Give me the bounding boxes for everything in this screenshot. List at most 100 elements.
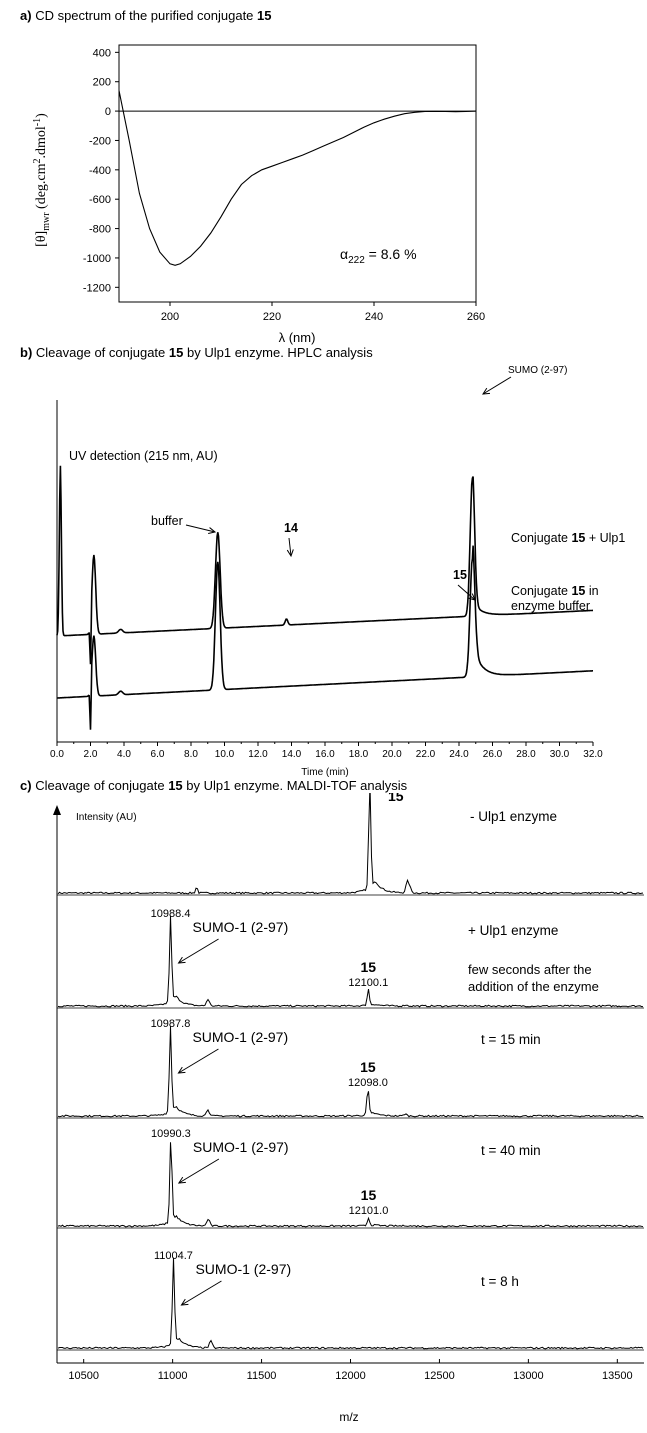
maldi-sumo-arrow — [181, 1280, 222, 1306]
maldi-peak-mass-label: 12101.0 — [349, 1205, 389, 1217]
maldi-note-2: addition of the enzyme — [468, 979, 599, 994]
maldi-note-1: few seconds after the — [468, 962, 592, 977]
panel-b-title-post: by Ulp1 enzyme. HPLC analysis — [187, 345, 373, 360]
maldi-peak-mass-label: 10987.8 — [151, 1018, 191, 1030]
hplc-xtick-label: 32.0 — [583, 749, 603, 760]
hplc-xtick-label: 16.0 — [315, 749, 335, 760]
cd-ytick-label: 200 — [93, 77, 111, 89]
hplc-trace1-label: Conjugate 15 + Ulp1 — [511, 531, 625, 545]
hplc-xtick-label: 18.0 — [349, 749, 369, 760]
maldi-peak-name-label: 15 — [388, 793, 404, 804]
hplc-xtick-label: 8.0 — [184, 749, 198, 760]
hplc-xtick-label: 14.0 — [282, 749, 302, 760]
hplc-trace2-label: Conjugate 15 in — [511, 584, 599, 598]
cd-xlabel: λ (nm) — [279, 330, 316, 345]
hplc-sumo-arrow-head — [482, 387, 491, 395]
maldi-condition-label: t = 15 min — [481, 1032, 541, 1047]
hplc-chart: UV detection (215 nm, AU) Time (min) SUM… — [50, 365, 625, 778]
maldi-sumo-label: SUMO-1 (2-97) — [193, 1139, 289, 1155]
maldi-sumo-arrow — [178, 938, 219, 964]
hplc-peak-14-arrow — [288, 537, 292, 557]
hplc-peak-15-arrow-head — [468, 593, 476, 601]
cd-xtick-label: 220 — [263, 311, 281, 323]
maldi-sumo-label: SUMO-1 (2-97) — [192, 1029, 288, 1045]
cd-ytick-label: -800 — [89, 224, 111, 236]
hplc-sumo-label: SUMO (2-97) — [508, 365, 567, 376]
maldi-sumo-arrow-head — [177, 1176, 186, 1184]
panel-a-title-bold: 15 — [257, 8, 272, 23]
cd-ytick-label: -1200 — [83, 282, 111, 294]
hplc-xtick-label: 30.0 — [550, 749, 570, 760]
panel-b-title-pre: Cleavage of conjugate — [35, 345, 166, 360]
hplc-trace2-label-line2: enzyme buffer — [511, 599, 590, 613]
panel-c-title-bold: 15 — [168, 778, 183, 793]
maldi-sumo-arrow-head — [177, 956, 186, 964]
panel-a-letter: a) — [20, 8, 32, 23]
maldi-sumo-arrow — [178, 1158, 220, 1184]
cd-ylabel: [θ]mwr (deg.cm2.dmol-1) — [32, 113, 52, 247]
panel-c-letter: c) — [20, 778, 32, 793]
hplc-xtick-label: 10.0 — [215, 749, 235, 760]
maldi-sumo-label: SUMO-1 (2-97) — [193, 919, 289, 935]
cd-ytick-label: -400 — [89, 165, 111, 177]
hplc-xtick-label: 28.0 — [516, 749, 536, 760]
maldi-xtick-label: 10500 — [68, 1370, 99, 1382]
maldi-xtick-label: 11000 — [158, 1370, 188, 1382]
hplc-xtick-label: 12.0 — [248, 749, 268, 760]
panel-b-letter: b) — [20, 345, 33, 360]
cd-plot-frame — [118, 44, 477, 303]
maldi-chart: Intensity (AU) m/z few seconds after the… — [53, 793, 644, 1424]
maldi-peak-mass-label: 10988.4 — [151, 908, 191, 920]
maldi-spectrum-trace — [57, 1026, 644, 1118]
cd-xtick-label: 240 — [365, 311, 383, 323]
maldi-spectrum-trace — [57, 793, 644, 895]
maldi-xtick-label: 12000 — [335, 1370, 366, 1382]
hplc-xtick-label: 0.0 — [50, 749, 64, 760]
maldi-spectrum-trace — [57, 1142, 644, 1228]
maldi-peak-name-label: 15 — [361, 1187, 377, 1203]
hplc-xtick-label: 22.0 — [416, 749, 436, 760]
maldi-xtick-label: 13000 — [513, 1370, 544, 1382]
maldi-condition-label: t = 40 min — [481, 1143, 541, 1158]
maldi-xtick-label: 11500 — [247, 1370, 277, 1382]
maldi-peak-mass-label: 12100.1 — [348, 977, 388, 989]
panel-a-title-text: CD spectrum of the purified conjugate — [35, 8, 254, 23]
hplc-xtick-label: 2.0 — [84, 749, 98, 760]
panel-a-title: a) CD spectrum of the purified conjugate… — [20, 8, 272, 23]
hplc-peak-15-arrow — [457, 584, 476, 601]
panel-c-title-pre: Cleavage of conjugate — [35, 778, 165, 793]
hplc-buffer-arrow — [185, 524, 216, 533]
cd-alpha-annotation: α222 = 8.6 % — [340, 246, 417, 266]
maldi-peak-name-label: 15 — [361, 959, 377, 975]
maldi-peak-mass-label: 11004.7 — [154, 1250, 193, 1262]
maldi-condition-label: - Ulp1 enzyme — [470, 809, 557, 824]
maldi-xtick-label: 12500 — [424, 1370, 455, 1382]
maldi-sumo-arrow-head — [177, 1066, 186, 1074]
hplc-xtick-label: 24.0 — [449, 749, 469, 760]
cd-ytick-label: 400 — [93, 47, 111, 59]
maldi-xlabel: m/z — [339, 1410, 358, 1424]
hplc-buffer-label: buffer — [151, 514, 183, 528]
hplc-sumo-arrow — [482, 376, 512, 395]
hplc-xtick-label: 4.0 — [117, 749, 131, 760]
hplc-peak-15-label: 15 — [453, 568, 467, 582]
cd-ytick-label: -200 — [89, 135, 111, 147]
maldi-sumo-arrow — [178, 1048, 219, 1074]
maldi-condition-label: + Ulp1 enzyme — [468, 923, 558, 938]
hplc-trace-buffer — [57, 545, 593, 730]
maldi-peak-mass-label: 12098.0 — [348, 1077, 388, 1089]
maldi-peak-name-label: 15 — [360, 1059, 376, 1075]
maldi-y-axis-arrow — [53, 805, 61, 815]
panel-b-title: b) Cleavage of conjugate 15 by Ulp1 enzy… — [20, 345, 373, 360]
hplc-xtick-label: 6.0 — [151, 749, 165, 760]
maldi-peak-mass-label: 10990.3 — [151, 1128, 191, 1140]
hplc-detector-label: UV detection (215 nm, AU) — [69, 449, 218, 463]
hplc-trace-ulp1 — [56, 465, 593, 665]
cd-xtick-label: 260 — [467, 311, 485, 323]
panel-c-title: c) Cleavage of conjugate 15 by Ulp1 enzy… — [20, 778, 407, 793]
maldi-sumo-label: SUMO-1 (2-97) — [195, 1261, 291, 1277]
maldi-ylabel: Intensity (AU) — [76, 812, 137, 823]
hplc-peak-14-label: 14 — [284, 521, 298, 535]
maldi-condition-label: t = 8 h — [481, 1274, 519, 1289]
hplc-xlabel: Time (min) — [301, 767, 348, 778]
